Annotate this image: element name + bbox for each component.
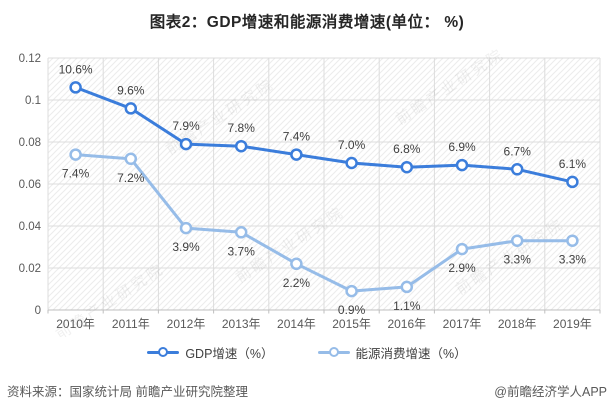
x-tick-label: 2010年 (56, 317, 95, 331)
data-point-marker (234, 226, 248, 239)
y-tick-label: 0.1 (25, 95, 41, 107)
data-point-marker (290, 257, 303, 271)
data-point-marker (179, 221, 193, 235)
x-tick-label: 2018年 (498, 317, 537, 331)
data-point-label: 10.6% (59, 62, 93, 76)
data-point-label: 9.6% (117, 83, 145, 97)
x-tick-label: 2019年 (553, 317, 592, 331)
data-point-marker (510, 163, 524, 176)
y-tick-label: 0.08 (19, 137, 41, 149)
data-point-label: 3.3% (559, 253, 587, 267)
data-point-label: 2.2% (283, 276, 311, 290)
legend-label: 能源消费增速（%） (355, 346, 467, 361)
credit-text: @前瞻经济学人APP (494, 385, 607, 399)
data-point-marker (124, 152, 138, 166)
y-tick-label: 0.04 (19, 221, 42, 233)
chart-legend: GDP增速（%） 能源消费增速（%） (0, 341, 614, 363)
series-gdp: 10.6% 9.6% 7.9% 7.8% 7.4% 7.0% 6.8% 6.9% 6.7% 6.1… (59, 62, 587, 189)
data-point-label: 7.9% (172, 119, 200, 133)
data-point-marker (290, 148, 303, 161)
x-tick-label: 2013年 (222, 317, 261, 331)
y-axis-labels: 0 0.02 0.04 0.06 0.08 0.1 0.12 (19, 53, 42, 317)
chart-area: 前瞻产业研究院 前瞻产业研究院 前瞻产业研究院 前瞻产业研究院 前瞻产业研究院 0 0.02… (0, 45, 614, 343)
data-point-label: 6.1% (559, 157, 587, 171)
data-point-label: 2.9% (448, 261, 476, 275)
legend-marker-icon (317, 346, 350, 358)
x-axis (47, 309, 601, 314)
legend-marker-icon (147, 346, 180, 358)
footer: 资料来源：国家统计局 前瞻产业研究院整理 @前瞻经济学人APP (0, 382, 614, 402)
y-tick-label: 0.02 (19, 263, 41, 275)
legend-item-energy: 能源消费增速（%） (317, 343, 467, 362)
gridlines (47, 57, 601, 311)
data-point-label: 7.8% (228, 121, 256, 135)
data-point-marker (566, 175, 579, 189)
data-point-label: 7.0% (338, 138, 366, 152)
data-point-label: 6.8% (393, 142, 421, 156)
data-point-marker (455, 242, 469, 256)
x-tick-label: 2014年 (277, 317, 316, 331)
x-tick-label: 2016年 (387, 317, 426, 331)
data-point-label: 1.1% (393, 299, 421, 313)
data-point-marker (124, 102, 138, 115)
x-axis-labels: 2010年 2011年 2012年 2013年 2014年 2015年 2016年 2017年… (56, 317, 592, 331)
data-point-marker (566, 234, 579, 247)
data-point-label: 7.4% (283, 130, 311, 144)
data-point-label: 3.7% (228, 244, 256, 258)
series-line (74, 153, 574, 293)
x-tick-label: 2017年 (443, 317, 482, 331)
data-point-marker (510, 234, 524, 247)
data-point-marker (234, 139, 248, 153)
data-point-marker (400, 160, 414, 174)
data-point-label: 3.3% (504, 253, 532, 267)
series-line (74, 85, 574, 184)
x-tick-label: 2015年 (332, 317, 371, 331)
y-tick-label: 0.12 (19, 53, 41, 65)
x-tick-label: 2011年 (112, 317, 150, 331)
data-point-marker (179, 137, 193, 151)
y-tick-label: 0.06 (19, 179, 41, 191)
data-point-marker (345, 156, 358, 170)
data-point-label: 6.7% (504, 144, 532, 158)
chart-title: 图表2：GDP增速和能源消费增速(单位： %) (149, 14, 465, 31)
x-tick-label: 2012年 (167, 317, 206, 331)
legend-item-gdp: GDP增速（%） (147, 343, 274, 362)
data-point-label: 3.9% (172, 240, 200, 254)
data-point-label: 7.2% (117, 171, 145, 185)
data-point-marker (400, 280, 414, 294)
data-point-label: 6.9% (448, 140, 476, 154)
legend-label: GDP增速（%） (185, 346, 274, 361)
data-point-label: 7.4% (62, 167, 90, 181)
y-tick-label: 0 (35, 305, 41, 317)
source-text: 资料来源：国家统计局 前瞻产业研究院整理 (7, 385, 248, 399)
data-point-marker (69, 148, 82, 161)
series-energy: 7.4% 7.2% 3.9% 3.7% 2.2% 0.9% 1.1% 2.9% 3.3% 3.3% (62, 148, 587, 317)
data-point-marker (345, 284, 358, 298)
data-point-label: 0.9% (338, 303, 366, 317)
data-point-marker (455, 158, 469, 172)
data-point-marker (69, 81, 82, 94)
